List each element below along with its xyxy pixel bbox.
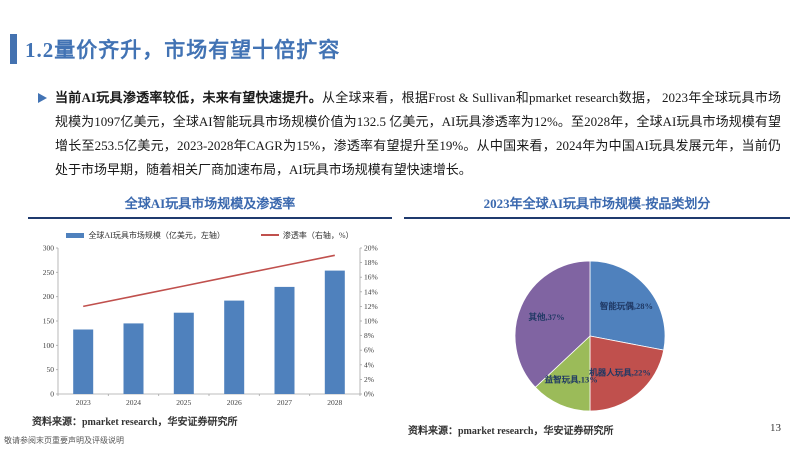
svg-text:250: 250 xyxy=(43,268,55,277)
bar-series-swatch-icon xyxy=(66,232,85,238)
line-series-swatch-icon xyxy=(260,234,279,236)
legend-line-label: 渗透率（右轴，%） xyxy=(282,230,354,240)
svg-text:200: 200 xyxy=(43,292,55,301)
svg-text:2025: 2025 xyxy=(176,398,191,407)
legend-bar-label: 全球AI玩具市场规模（亿美元，左轴） xyxy=(88,230,225,240)
paragraph-lead: 当前AI玩具渗透率较低，未来有望快速提升。 xyxy=(55,90,322,105)
svg-text:2024: 2024 xyxy=(126,398,141,407)
right-chart-source: 资料来源：pmarket research，华安证券研究所 xyxy=(408,426,614,437)
arrow-bullet-icon xyxy=(38,93,47,103)
paragraph-body: 从全球来看，根据Frost & Sullivan和pmarket researc… xyxy=(55,90,781,177)
pie-chart: 智能玩偶,28% 机器人玩具,22%益智玩具,13% 其他,37% xyxy=(514,260,666,412)
page-title: 1.2量价齐升，市场有望十倍扩容 xyxy=(25,38,341,62)
svg-text:2023: 2023 xyxy=(76,398,91,407)
svg-text:100: 100 xyxy=(43,341,55,350)
svg-text:2%: 2% xyxy=(364,375,374,384)
legend-item-bar: 全球AI玩具市场规模（亿美元，左轴） xyxy=(66,230,225,241)
svg-text:6%: 6% xyxy=(364,346,374,355)
svg-text:其他,37%: 其他,37% xyxy=(529,312,565,322)
svg-text:18%: 18% xyxy=(364,258,378,267)
bar-line-chart: 0 50 100 150 200 250 300 0% 2% 4% 6% 8% 10% 12% 14% 16%… xyxy=(43,244,378,408)
left-chart-legend: 全球AI玩具市场规模（亿美元，左轴） 渗透率（右轴，%） xyxy=(28,229,392,241)
svg-text:12%: 12% xyxy=(364,302,378,311)
svg-text:4%: 4% xyxy=(364,360,374,369)
svg-text:16%: 16% xyxy=(364,273,378,282)
right-chart-panel: 2023年全球AI玩具市场规模-按品类划分 智能玩偶,28% 机器人玩具,22% 益… xyxy=(404,193,790,437)
title-accent-bar xyxy=(10,34,17,64)
svg-text:智能玩偶,28%: 智能玩偶,28% xyxy=(599,301,653,311)
svg-text:150: 150 xyxy=(43,317,55,326)
svg-text:0: 0 xyxy=(50,390,54,399)
svg-text:50: 50 xyxy=(47,365,55,374)
svg-text:8%: 8% xyxy=(364,331,374,340)
svg-text:机器人玩具,22%: 机器人玩具,22% xyxy=(589,367,651,377)
disclaimer-text: 敬请参阅末页重要声明及评级说明 xyxy=(4,436,124,445)
bullet-paragraph: 当前AI玩具渗透率较低，未来有望快速提升。从全球来看，根据Frost & Sul… xyxy=(36,86,781,182)
legend-item-line: 渗透率（右轴，%） xyxy=(260,230,354,241)
svg-text:2027: 2027 xyxy=(277,398,292,407)
svg-text:0%: 0% xyxy=(364,390,374,399)
slide-header: 1.2量价齐升，市场有望十倍扩容 xyxy=(10,34,340,64)
right-chart-title: 2023年全球AI玩具市场规模-按品类划分 xyxy=(404,193,790,219)
left-chart-source: 资料来源：pmarket research，华安证券研究所 xyxy=(32,417,238,428)
svg-text:益智玩具,13%: 益智玩具,13% xyxy=(545,374,598,384)
svg-text:2026: 2026 xyxy=(227,398,242,407)
svg-text:300: 300 xyxy=(43,244,55,253)
left-chart-panel: 全球AI玩具市场规模及渗透率 全球AI玩具市场规模（亿美元，左轴） 渗透率（右轴… xyxy=(28,193,392,428)
svg-text:10%: 10% xyxy=(364,317,378,326)
svg-text:20%: 20% xyxy=(364,244,378,253)
svg-text:2028: 2028 xyxy=(327,398,342,407)
left-chart-title: 全球AI玩具市场规模及渗透率 xyxy=(28,193,392,219)
page-number: 13 xyxy=(770,422,781,434)
paragraph-text: 当前AI玩具渗透率较低，未来有望快速提升。从全球来看，根据Frost & Sul… xyxy=(36,86,781,182)
svg-text:14%: 14% xyxy=(364,287,378,296)
